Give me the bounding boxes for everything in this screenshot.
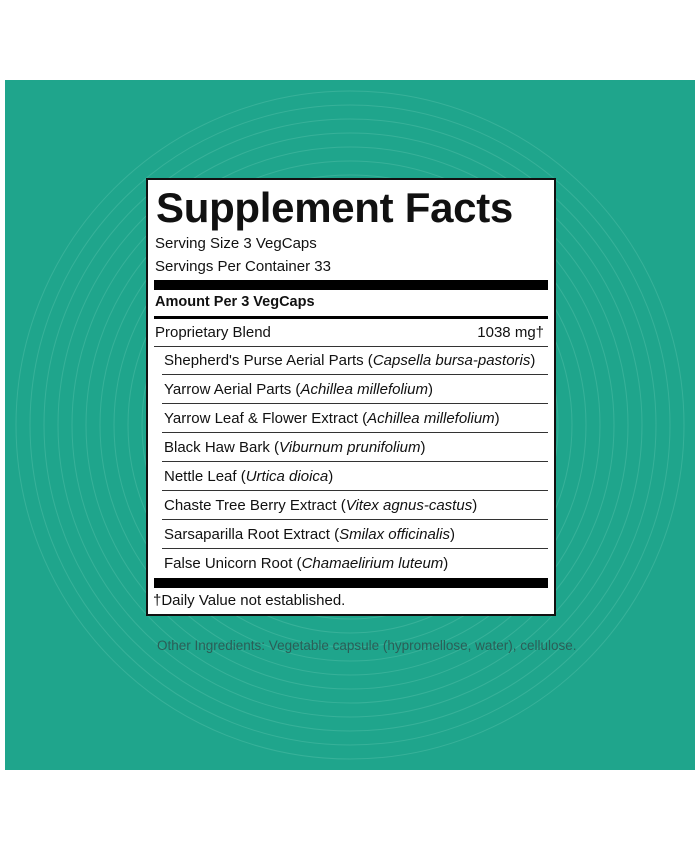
- ingredient-latin-name: Achillea millefolium: [367, 410, 495, 427]
- ingredient-name: Chaste Tree Berry Extract: [164, 497, 337, 514]
- ingredient-row: Shepherd's Purse Aerial Parts (Capsella …: [164, 352, 536, 369]
- other-ingredients: Other Ingredients: Vegetable capsule (hy…: [157, 638, 577, 653]
- row-divider: [162, 432, 548, 433]
- blend-name: Proprietary Blend: [155, 324, 271, 341]
- ingredient-latin-name: Vitex agnus-castus: [345, 497, 473, 514]
- arc-line: [29, 104, 671, 746]
- arc-line: [57, 132, 643, 718]
- ingredient-row: Yarrow Aerial Parts (Achillea millefoliu…: [164, 381, 433, 398]
- row-divider: [162, 374, 548, 375]
- ingredient-row: Sarsaparilla Root Extract (Smilax offici…: [164, 526, 455, 543]
- serving-size: Serving Size 3 VegCaps: [155, 235, 317, 252]
- ingredient-latin-name: Viburnum prunifolium: [279, 439, 421, 456]
- row-divider: [162, 403, 548, 404]
- arc-line: [85, 160, 615, 690]
- thick-divider: [154, 578, 548, 588]
- ingredient-name: Shepherd's Purse Aerial Parts: [164, 352, 364, 369]
- arc-line: [99, 174, 601, 676]
- row-divider: [154, 346, 548, 347]
- ingredient-latin-name: Chamaelirium luteum: [301, 555, 444, 572]
- ingredient-latin-name: Achillea millefolium: [300, 381, 428, 398]
- servings-per-container: Servings Per Container 33: [155, 258, 331, 275]
- ingredient-name: False Unicorn Root: [164, 555, 293, 572]
- blend-amount: 1038 mg†: [477, 324, 544, 341]
- row-divider: [162, 461, 548, 462]
- footnote: †Daily Value not established.: [153, 592, 346, 609]
- row-divider: [162, 519, 548, 520]
- ingredient-row: Chaste Tree Berry Extract (Vitex agnus-c…: [164, 497, 478, 514]
- ingredient-name: Sarsaparilla Root Extract: [164, 526, 330, 543]
- row-divider: [162, 548, 548, 549]
- row-divider: [162, 490, 548, 491]
- arc-line: [15, 90, 685, 760]
- ingredient-name: Yarrow Aerial Parts: [164, 381, 292, 398]
- ingredient-latin-name: Smilax officinalis: [339, 526, 450, 543]
- ingredient-row: False Unicorn Root (Chamaelirium luteum): [164, 555, 449, 572]
- ingredient-name: Nettle Leaf: [164, 468, 237, 485]
- ingredient-name: Yarrow Leaf & Flower Extract: [164, 410, 358, 427]
- ingredient-name: Black Haw Bark: [164, 439, 270, 456]
- ingredient-latin-name: Capsella bursa-pastoris: [372, 352, 531, 369]
- arc-line: [71, 146, 629, 704]
- ingredient-latin-name: Urtica dioica: [245, 468, 329, 485]
- ingredient-row: Black Haw Bark (Viburnum prunifolium): [164, 439, 426, 456]
- ingredient-row: Yarrow Leaf & Flower Extract (Achillea m…: [164, 410, 500, 427]
- supplement-facts-panel: Supplement Facts Serving Size 3 VegCaps …: [146, 178, 556, 616]
- thick-divider: [154, 280, 548, 290]
- arc-line: [43, 118, 657, 732]
- ingredient-row: Nettle Leaf (Urtica dioica): [164, 468, 334, 485]
- medium-divider: [154, 316, 548, 319]
- amount-header: Amount Per 3 VegCaps: [155, 294, 315, 310]
- panel-title: Supplement Facts: [156, 184, 513, 231]
